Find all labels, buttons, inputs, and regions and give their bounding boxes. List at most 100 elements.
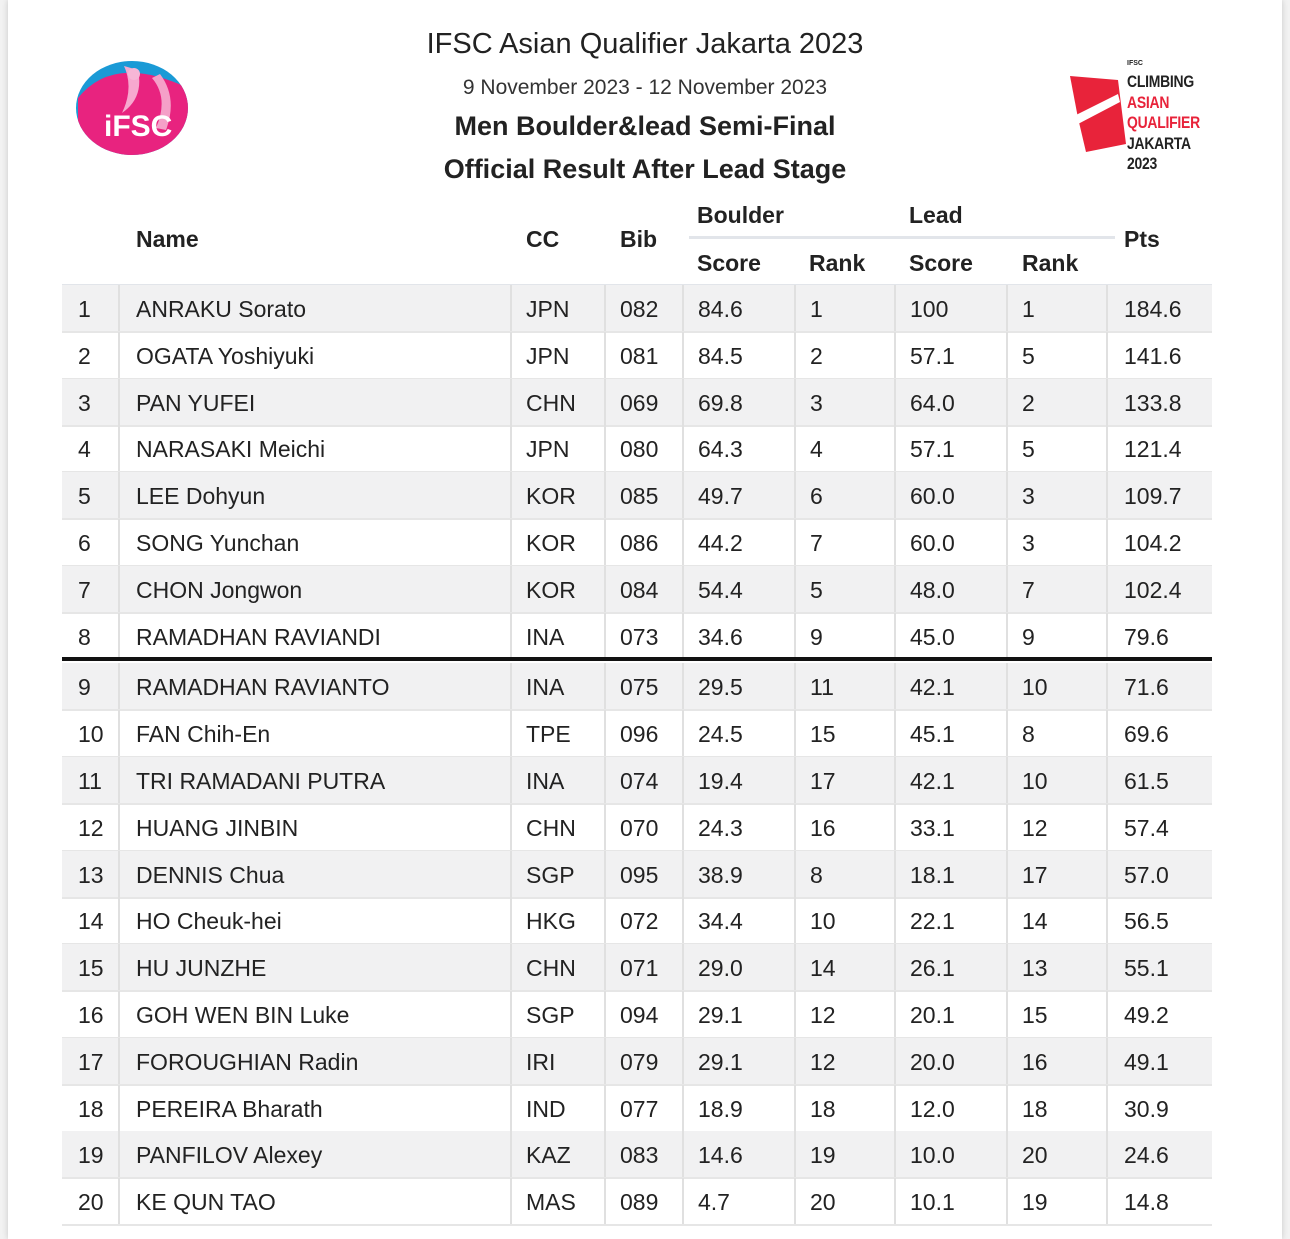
- table-row: 19 PANFILOV Alexey KAZ 083 14.6 19 10.0 20 24.6: [62, 1131, 1212, 1180]
- cell-name: RAMADHAN RAVIANTO: [136, 674, 390, 701]
- column-divider: [1106, 565, 1108, 612]
- cell-rank: 12: [78, 814, 104, 841]
- cell-lead-rank: 10: [1022, 674, 1048, 701]
- column-divider: [118, 757, 120, 803]
- column-divider: [794, 850, 796, 897]
- cell-boulder-rank: 9: [810, 623, 823, 650]
- cell-cc: IND: [526, 1095, 566, 1122]
- cell-bib: 070: [620, 814, 659, 841]
- column-divider: [1006, 1131, 1008, 1178]
- cell-rank: 16: [78, 1002, 104, 1028]
- column-divider: [682, 991, 684, 1037]
- column-divider: [604, 331, 606, 378]
- table-row: 12 HUANG JINBIN CHN 070 24.3 16 33.1 12 57.4: [62, 803, 1212, 852]
- cell-rank: 5: [78, 483, 91, 510]
- cell-rank: 1: [78, 296, 91, 322]
- event-logo: IFSC CLIMBING ASIAN QUALIFIER JAKARTA 20…: [1068, 60, 1228, 173]
- column-divider: [894, 850, 896, 897]
- cell-boulder-rank: 18: [810, 1095, 836, 1122]
- cell-cc: JPN: [526, 436, 570, 463]
- cell-lead-rank: 14: [1022, 908, 1048, 935]
- column-divider: [1106, 663, 1108, 710]
- cell-boulder-score: 34.4: [698, 908, 743, 935]
- cell-boulder-score: 54.4: [698, 576, 743, 603]
- cell-boulder-rank: 14: [810, 955, 836, 982]
- column-divider: [1006, 331, 1008, 378]
- event-logo-word: ASIAN: [1127, 92, 1170, 112]
- column-divider: [1106, 378, 1108, 425]
- column-divider: [510, 425, 512, 472]
- table-row: 9 RAMADHAN RAVIANTO INA 075 29.5 11 42.1 10 71.6: [62, 663, 1212, 712]
- column-divider: [794, 757, 796, 803]
- column-divider: [1106, 710, 1108, 757]
- column-divider: [682, 1131, 684, 1178]
- column-divider: [794, 425, 796, 472]
- column-divider: [894, 425, 896, 472]
- column-divider: [510, 565, 512, 612]
- column-divider: [510, 519, 512, 565]
- column-divider: [1006, 991, 1008, 1037]
- column-divider: [510, 378, 512, 425]
- cell-lead-score: 20.0: [910, 1048, 955, 1075]
- column-divider: [682, 425, 684, 472]
- document-header: IFSC Asian Qualifier Jakarta 2023 9 Nove…: [8, 0, 1282, 200]
- cell-lead-rank: 2: [1022, 389, 1035, 416]
- column-divider: [1106, 472, 1108, 519]
- cell-pts: 30.9: [1124, 1095, 1169, 1122]
- cell-bib: 085: [620, 483, 659, 510]
- column-divider: [682, 803, 684, 850]
- cell-bib: 081: [620, 342, 659, 369]
- cell-pts: 102.4: [1124, 576, 1182, 603]
- column-divider: [1006, 757, 1008, 803]
- header-boulder-score: Score: [697, 250, 761, 276]
- column-divider: [894, 1084, 896, 1131]
- stage-name: Official Result After Lead Stage: [443, 154, 847, 184]
- cell-rank: 20: [78, 1189, 104, 1216]
- cell-pts: 133.8: [1124, 389, 1182, 416]
- column-divider: [1006, 1178, 1008, 1225]
- cell-pts: 79.6: [1124, 623, 1169, 650]
- table-row: 2 OGATA Yoshiyuki JPN 081 84.5 2 57.1 5 141.6: [62, 331, 1212, 380]
- column-divider: [794, 710, 796, 757]
- cell-name: SONG Yunchan: [136, 530, 300, 556]
- cell-lead-rank: 5: [1022, 436, 1035, 463]
- cell-pts: 141.6: [1124, 342, 1182, 369]
- cell-pts: 57.0: [1124, 861, 1169, 888]
- column-divider: [118, 425, 120, 472]
- cell-pts: 121.4: [1124, 436, 1182, 463]
- column-divider: [1106, 850, 1108, 897]
- cell-lead-rank: 5: [1022, 342, 1035, 369]
- cell-name: HO Cheuk-hei: [136, 908, 282, 935]
- cell-cc: JPN: [526, 296, 570, 322]
- cell-lead-score: 22.1: [910, 908, 955, 935]
- column-divider: [604, 425, 606, 472]
- column-divider: [682, 944, 684, 991]
- column-divider: [894, 331, 896, 378]
- column-divider: [604, 944, 606, 991]
- cell-rank: 14: [78, 908, 104, 935]
- cell-cc: KAZ: [526, 1142, 571, 1169]
- cell-lead-score: 45.0: [910, 623, 955, 650]
- table-row: 4 NARASAKI Meichi JPN 080 64.3 4 57.1 5 121.4: [62, 425, 1212, 474]
- cell-lead-score: 26.1: [910, 955, 955, 982]
- cell-name: DENNIS Chua: [136, 861, 285, 888]
- cell-lead-score: 12.0: [910, 1095, 955, 1122]
- column-divider: [604, 472, 606, 519]
- column-divider: [604, 803, 606, 850]
- cell-lead-score: 33.1: [910, 814, 955, 841]
- column-divider: [682, 897, 684, 944]
- column-divider: [794, 378, 796, 425]
- column-divider: [682, 710, 684, 757]
- column-divider: [894, 612, 896, 659]
- column-divider: [894, 803, 896, 850]
- cell-pts: 71.6: [1124, 674, 1169, 701]
- cell-name: KE QUN TAO: [136, 1189, 276, 1216]
- competition-dates: 9 November 2023 - 12 November 2023: [462, 76, 828, 99]
- cell-lead-rank: 15: [1022, 1002, 1048, 1028]
- column-divider: [1106, 803, 1108, 850]
- cell-rank: 2: [78, 342, 91, 369]
- cell-rank: 8: [78, 623, 91, 650]
- cell-bib: 080: [620, 436, 659, 463]
- column-divider: [118, 285, 120, 331]
- cell-name: PEREIRA Bharath: [136, 1095, 323, 1122]
